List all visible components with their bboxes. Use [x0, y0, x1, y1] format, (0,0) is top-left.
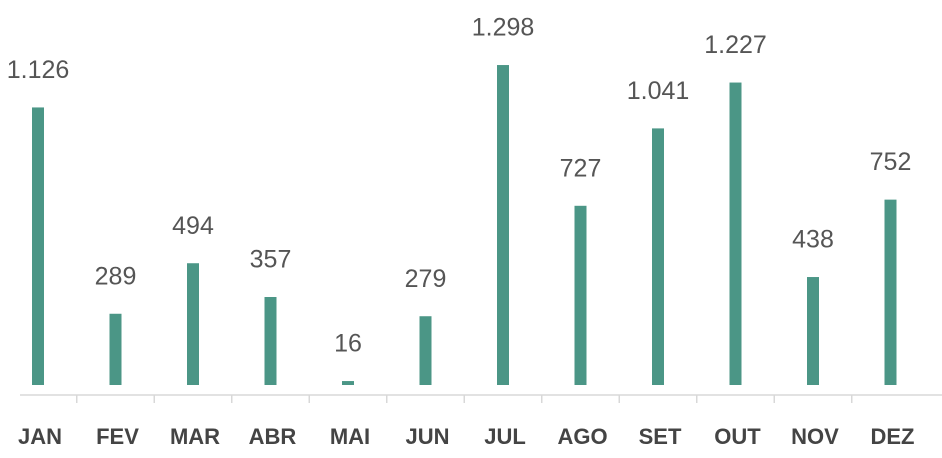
x-tick-label: OUT [714, 424, 761, 449]
value-label: 1.041 [627, 77, 690, 105]
x-tick-label: FEV [96, 424, 139, 449]
bar [109, 313, 122, 385]
value-label: 357 [250, 246, 292, 274]
x-tick-label: NOV [791, 424, 839, 449]
bar [884, 199, 897, 385]
x-tick-label: AGO [557, 424, 607, 449]
value-label: 727 [560, 154, 602, 182]
x-tick-label: JUN [405, 424, 449, 449]
bar [497, 65, 509, 385]
value-label: 279 [405, 265, 447, 293]
x-tick-label: JUL [484, 424, 526, 449]
bar [807, 277, 819, 385]
bar [342, 381, 354, 385]
bar [264, 296, 277, 385]
value-label: 1.298 [472, 14, 535, 42]
x-tick-label: MAI [330, 424, 370, 449]
value-label: 438 [792, 226, 834, 254]
value-label: 752 [870, 148, 912, 176]
x-tick-label: MAR [170, 424, 220, 449]
x-tick-label: ABR [249, 424, 297, 449]
bar [729, 82, 742, 386]
x-tick-label: JAN [18, 424, 62, 449]
x-tick-label: DEZ [871, 424, 915, 449]
value-label: 1.227 [704, 31, 767, 59]
x-tick-label: SET [639, 424, 682, 449]
value-label: 494 [172, 212, 214, 240]
value-label: 16 [334, 330, 362, 358]
bar [32, 107, 44, 385]
bar [574, 205, 587, 385]
value-label: 1.126 [7, 56, 70, 84]
bar [419, 316, 432, 385]
bar [187, 263, 199, 385]
bar [652, 128, 664, 385]
value-label: 289 [95, 262, 137, 290]
